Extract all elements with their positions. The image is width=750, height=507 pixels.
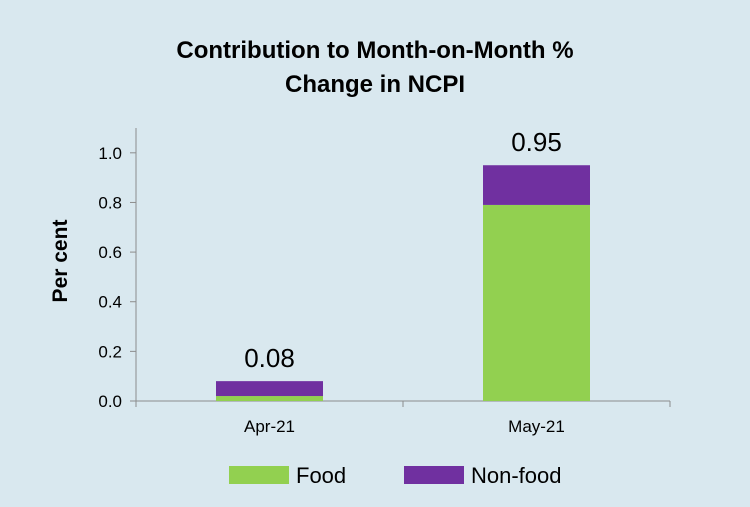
legend-label: Non-food <box>471 463 562 488</box>
x-tick-label: Apr-21 <box>244 417 295 436</box>
x-axis: Apr-21 May-21 <box>135 400 671 436</box>
bar-food-apr-21 <box>216 396 323 401</box>
y-tick-label: 0.0 <box>98 392 122 411</box>
legend: Food Non-food <box>229 463 562 488</box>
legend-swatch <box>404 466 464 484</box>
legend-swatch <box>229 466 289 484</box>
bar-non-food-may-21 <box>483 165 590 205</box>
total-label: 0.08 <box>244 343 295 373</box>
bar-non-food-apr-21 <box>216 381 323 397</box>
legend-label: Food <box>296 463 346 488</box>
chart-title-line-2: Change in NCPI <box>284 71 465 98</box>
chart-title: Contribution to Month-on-Month % Change … <box>0 34 750 102</box>
y-tick-label: 0.2 <box>98 342 122 361</box>
y-axis-label: Per cent <box>49 220 72 303</box>
y-axis: 0.0 0.2 0.4 0.6 0.8 1.0 <box>98 128 137 411</box>
bars <box>216 165 590 401</box>
y-tick-label: 0.8 <box>98 193 122 212</box>
chart-title-line-1: Contribution to Month-on-Month % <box>176 37 574 64</box>
data-labels: 0.08 0.95 <box>244 127 562 373</box>
y-tick-label: 0.6 <box>98 243 122 262</box>
y-tick-label: 0.4 <box>98 293 122 312</box>
x-tick-label: May-21 <box>508 417 565 436</box>
total-label: 0.95 <box>511 127 562 157</box>
y-tick-label: 1.0 <box>98 144 122 163</box>
bar-food-may-21 <box>483 204 590 401</box>
